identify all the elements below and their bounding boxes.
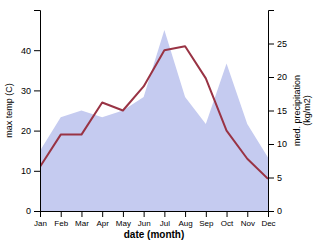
tick-mark: [164, 211, 165, 217]
y2-axis: 0 5 10 15 20 25: [268, 11, 287, 217]
tick-label: 10: [277, 139, 287, 149]
line: [40, 46, 268, 179]
tick-mark: [206, 211, 207, 217]
tick-mark: [144, 211, 145, 217]
tick: Feb: [54, 211, 68, 228]
tick: 25: [268, 39, 287, 49]
tick: Sep: [199, 211, 214, 228]
tick-mark: [268, 178, 274, 179]
tick-label: Oct: [221, 219, 234, 228]
tick: Jun: [138, 211, 151, 228]
tick-label: 30: [21, 86, 31, 96]
tick: Jul: [160, 211, 170, 228]
tick: Mar: [75, 211, 89, 228]
tick-label: Aug: [178, 219, 192, 228]
tick: May: [116, 211, 131, 228]
tick-mark: [102, 211, 103, 217]
axis-line: [269, 11, 275, 212]
tick-mark: [34, 171, 40, 172]
tick-mark: [61, 211, 62, 217]
tick-label: 5: [277, 173, 282, 183]
tick-label: May: [116, 219, 131, 228]
y2-axis-title-line: med. precipitation: [292, 75, 302, 146]
tick-mark: [268, 144, 274, 145]
area: [40, 30, 268, 211]
tick: 20: [268, 72, 287, 82]
tick-label: 20: [277, 72, 287, 82]
tick-label: Mar: [75, 219, 89, 228]
tick: 40: [21, 46, 40, 56]
axis-line: [34, 11, 41, 212]
tick-label: 0: [26, 206, 31, 216]
tick-label: Jun: [138, 219, 151, 228]
plot: JanFebMarAprMayJunJulAugSepOctNovDec0102…: [4, 11, 312, 241]
axis-line: [41, 212, 269, 218]
tick-label: 15: [277, 106, 287, 116]
tick-mark: [34, 131, 40, 132]
tick: Oct: [221, 211, 234, 228]
tick-label: 20: [21, 126, 31, 136]
tick: 0: [26, 206, 40, 216]
x-axis: Jan Feb Mar Apr May Jun Jul Aug Sep Oct Nov Dec: [34, 211, 276, 228]
tick-label: Dec: [261, 219, 275, 228]
tick: 0: [268, 206, 282, 216]
tick-label: Feb: [54, 219, 68, 228]
tick-mark: [268, 77, 274, 78]
tick-mark: [34, 90, 40, 91]
tick-mark: [185, 211, 186, 217]
tick: Nov: [241, 211, 255, 228]
tick: 15: [268, 106, 287, 116]
y2-axis-title: med. precipitation(kg/m2): [292, 75, 312, 146]
tick: Dec: [261, 211, 275, 228]
x-axis-title: date (month): [124, 229, 185, 240]
tick-mark: [34, 50, 40, 51]
tick: 5: [268, 173, 282, 183]
chart: JanFebMarAprMayJunJulAugSepOctNovDec0102…: [0, 0, 318, 243]
tick-mark: [268, 211, 274, 212]
tick-mark: [227, 211, 228, 217]
tick: 30: [21, 86, 40, 96]
tick: 20: [21, 126, 40, 136]
marks: [40, 30, 268, 211]
tick-label: 10: [21, 166, 31, 176]
tick-mark: [34, 211, 40, 212]
tick-label: 25: [277, 39, 287, 49]
tick-label: 0: [277, 206, 282, 216]
y-axis: 0 10 20 30 40: [21, 11, 41, 217]
tick-label: 40: [21, 46, 31, 56]
tick-label: Jan: [34, 219, 47, 228]
tick-mark: [268, 111, 274, 112]
tick: 10: [21, 166, 40, 176]
tick-mark: [268, 44, 274, 45]
tick-label: Nov: [241, 219, 255, 228]
tick: Aug: [178, 211, 192, 228]
tick-mark: [81, 211, 82, 217]
tick: 10: [268, 139, 287, 149]
tick: Jan: [34, 211, 47, 228]
tick: Apr: [96, 211, 109, 228]
y2-axis-title-line: (kg/m2): [302, 95, 312, 126]
tick-mark: [247, 211, 248, 217]
tick-label: Sep: [199, 219, 214, 228]
tick-label: Apr: [96, 219, 109, 228]
y-axis-title: max temp (C): [4, 83, 14, 138]
tick-mark: [123, 211, 124, 217]
tick-label: Jul: [160, 219, 170, 228]
